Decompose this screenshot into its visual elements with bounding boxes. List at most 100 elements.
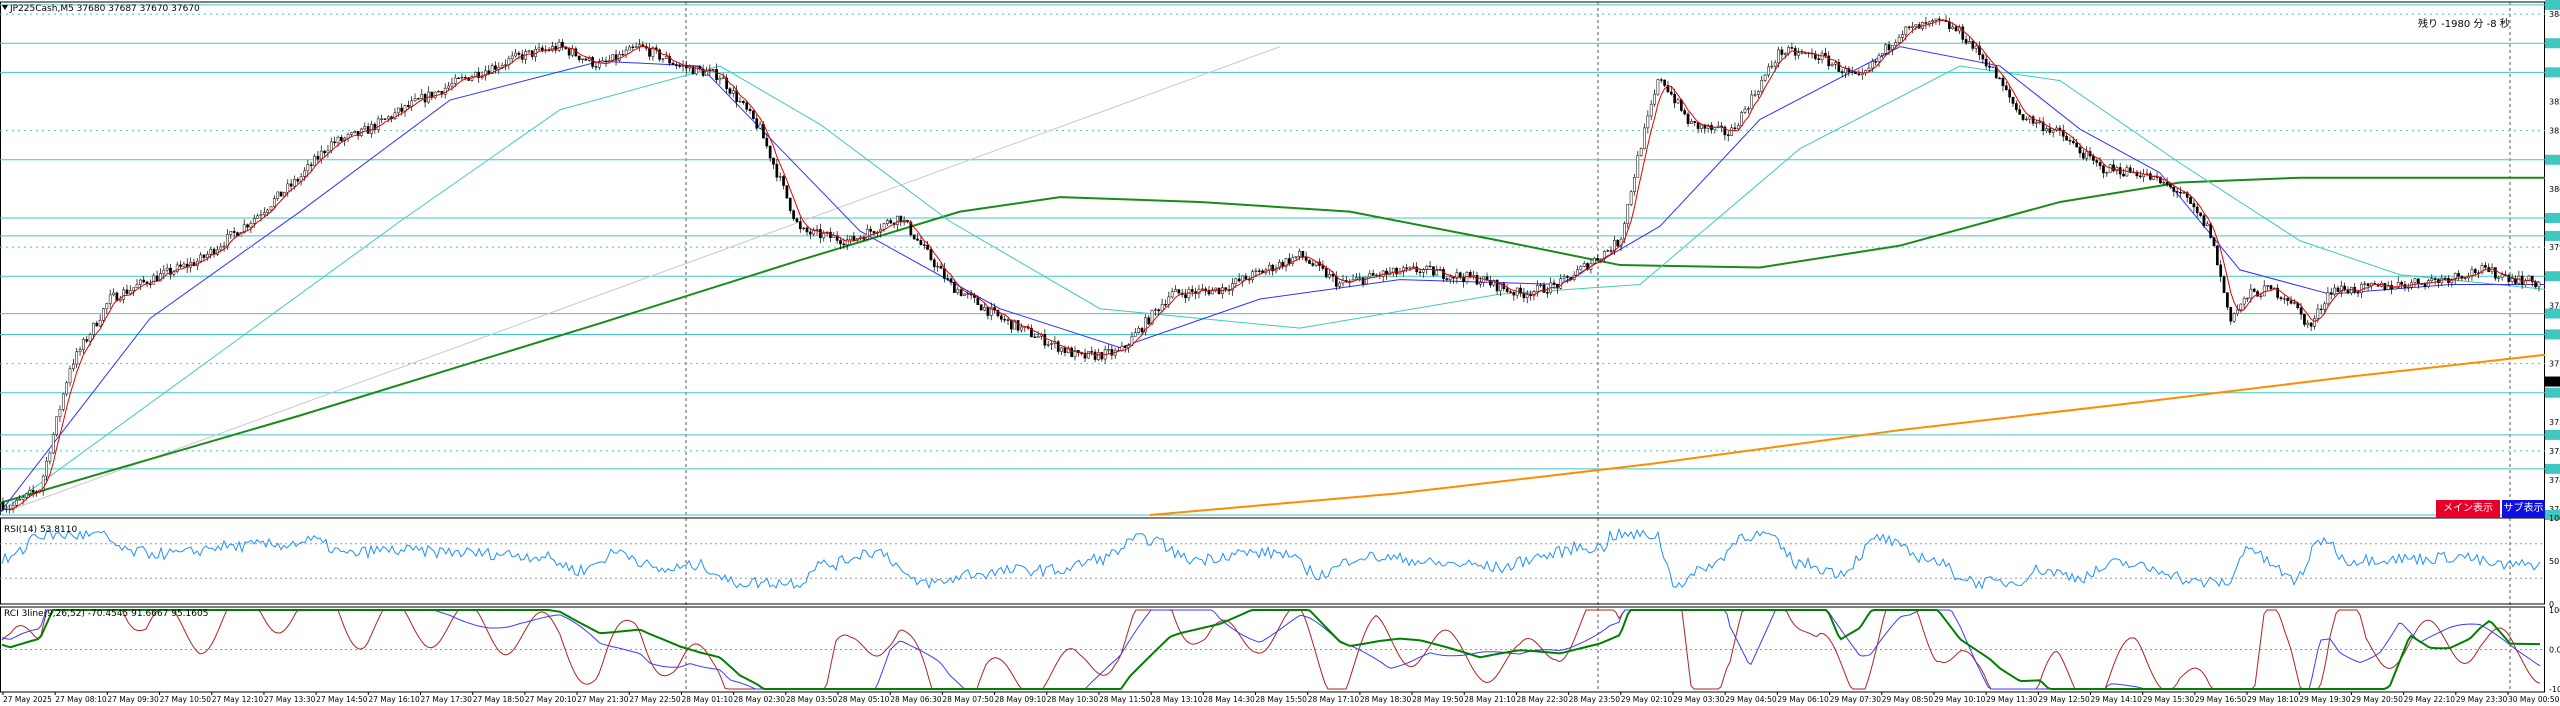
candle xyxy=(2249,288,2253,299)
candle xyxy=(1254,270,1258,272)
candle xyxy=(2122,173,2125,177)
candle xyxy=(1395,267,1398,275)
candle xyxy=(819,229,822,239)
candle xyxy=(1284,258,1288,267)
candle xyxy=(283,191,286,197)
rsi-line xyxy=(1,527,2541,590)
candle xyxy=(2537,281,2541,288)
candle xyxy=(1455,272,1459,279)
candle xyxy=(1133,332,1137,337)
time-tick-label: 29 May 12:50 xyxy=(2038,695,2090,704)
time-tick-label: 29 May 18:10 xyxy=(2247,695,2299,704)
candle xyxy=(437,91,440,93)
rsi-label: RSI(14) 53.8110 xyxy=(4,525,77,535)
candle xyxy=(182,263,186,267)
rci-tick-label: 100.00 xyxy=(2549,606,2560,615)
main-display-button[interactable]: メイン表示 xyxy=(2436,500,2500,518)
candle xyxy=(21,497,25,500)
candle xyxy=(628,46,631,51)
candle xyxy=(604,60,608,63)
sub-display-button[interactable]: サブ表示 xyxy=(2502,500,2545,518)
candle xyxy=(1827,55,1831,67)
candle xyxy=(1043,333,1047,346)
price-tick-label: 37587 xyxy=(2549,418,2560,427)
candle xyxy=(1837,62,1841,72)
candle xyxy=(1271,264,1275,272)
candle xyxy=(1881,53,1884,56)
candle xyxy=(1690,121,1693,124)
candle xyxy=(273,198,276,207)
candle xyxy=(1968,41,1971,44)
candle xyxy=(845,239,849,246)
candle xyxy=(1723,126,1727,136)
candle xyxy=(1177,289,1181,294)
candle xyxy=(393,112,397,120)
candle xyxy=(1619,238,1623,247)
candle xyxy=(15,499,18,506)
candle xyxy=(2500,274,2504,278)
trendline xyxy=(9,46,1281,511)
candle xyxy=(1050,343,1053,345)
candle xyxy=(1304,257,1308,261)
candle xyxy=(912,234,916,240)
candle xyxy=(1137,327,1141,334)
candle xyxy=(1592,257,1596,264)
candle xyxy=(943,268,946,279)
candle xyxy=(1381,270,1385,277)
candle xyxy=(252,218,256,224)
candle xyxy=(2463,277,2467,279)
rci-long-line xyxy=(1,609,2541,690)
candle xyxy=(896,215,899,225)
candle xyxy=(2417,278,2420,285)
candle xyxy=(363,126,367,130)
candle xyxy=(2433,278,2437,280)
time-tick-label: 30 May 00:50 xyxy=(2508,695,2560,704)
candle xyxy=(792,210,795,220)
candle xyxy=(2035,121,2038,124)
candle xyxy=(303,170,306,177)
time-tick-label: 29 May 19:30 xyxy=(2299,695,2351,704)
time-tick-label: 29 May 16:50 xyxy=(2195,695,2247,704)
candle xyxy=(1435,270,1439,276)
candle xyxy=(246,224,249,228)
candle xyxy=(1582,263,1586,267)
candle xyxy=(2212,237,2216,247)
candle xyxy=(1003,319,1006,321)
candle xyxy=(2507,275,2511,282)
candle xyxy=(1207,290,1211,295)
candle xyxy=(155,275,159,282)
candle xyxy=(1157,309,1161,312)
candle xyxy=(142,279,146,283)
candle xyxy=(1184,294,1187,299)
candle xyxy=(1606,250,1610,252)
candle xyxy=(728,88,732,94)
candle xyxy=(350,132,353,135)
candle xyxy=(711,69,715,71)
candle xyxy=(1656,79,1660,95)
candle xyxy=(380,118,383,120)
collapse-triangle-icon[interactable] xyxy=(2,5,8,10)
candle xyxy=(135,284,139,288)
candle xyxy=(447,85,450,89)
ma-long-line xyxy=(0,176,2545,504)
candle xyxy=(889,220,893,224)
price-tick-label: 37947 xyxy=(2549,243,2560,252)
candle xyxy=(2075,142,2079,148)
price-tick-label: 37827 xyxy=(2549,301,2560,310)
candle xyxy=(1046,344,1050,346)
candle xyxy=(2102,165,2105,174)
candle xyxy=(979,304,983,311)
candle xyxy=(1432,266,1435,276)
candle xyxy=(1747,108,1750,110)
candle xyxy=(460,77,464,79)
candle xyxy=(2329,292,2333,295)
time-tick-label: 27 May 21:30 xyxy=(577,695,629,704)
candle xyxy=(373,123,377,130)
candle xyxy=(2118,167,2122,175)
candle xyxy=(1060,347,1063,352)
candle xyxy=(1736,125,1740,130)
candle xyxy=(2216,245,2219,266)
candle xyxy=(1988,65,1991,68)
time-tick-label: 29 May 11:30 xyxy=(1986,695,2038,704)
